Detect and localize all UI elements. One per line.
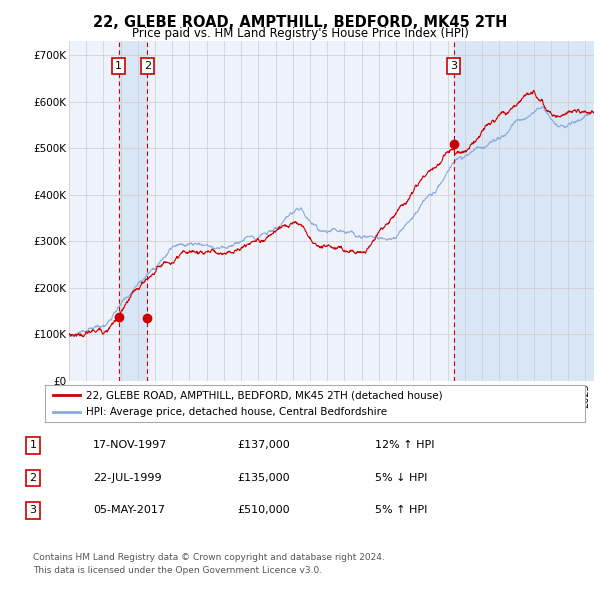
Text: 5% ↓ HPI: 5% ↓ HPI: [375, 473, 427, 483]
Text: This data is licensed under the Open Government Licence v3.0.: This data is licensed under the Open Gov…: [33, 566, 322, 575]
Text: 22, GLEBE ROAD, AMPTHILL, BEDFORD, MK45 2TH: 22, GLEBE ROAD, AMPTHILL, BEDFORD, MK45 …: [93, 15, 507, 30]
Text: 1: 1: [29, 441, 37, 450]
Text: 12% ↑ HPI: 12% ↑ HPI: [375, 441, 434, 450]
Bar: [454, 41, 594, 381]
Text: 05-MAY-2017: 05-MAY-2017: [93, 506, 165, 515]
Text: 3: 3: [29, 506, 37, 515]
Text: Contains HM Land Registry data © Crown copyright and database right 2024.: Contains HM Land Registry data © Crown c…: [33, 553, 385, 562]
Bar: [119, 41, 148, 381]
Text: 2: 2: [29, 473, 37, 483]
Text: 17-NOV-1997: 17-NOV-1997: [93, 441, 167, 450]
Text: 5% ↑ HPI: 5% ↑ HPI: [375, 506, 427, 515]
Text: 1: 1: [115, 61, 122, 71]
Text: 22, GLEBE ROAD, AMPTHILL, BEDFORD, MK45 2TH (detached house): 22, GLEBE ROAD, AMPTHILL, BEDFORD, MK45 …: [86, 390, 442, 400]
Text: 2: 2: [144, 61, 151, 71]
Text: 3: 3: [450, 61, 457, 71]
Text: 22-JUL-1999: 22-JUL-1999: [93, 473, 161, 483]
Text: HPI: Average price, detached house, Central Bedfordshire: HPI: Average price, detached house, Cent…: [86, 407, 386, 417]
Text: £510,000: £510,000: [237, 506, 290, 515]
Text: Price paid vs. HM Land Registry's House Price Index (HPI): Price paid vs. HM Land Registry's House …: [131, 27, 469, 40]
Text: £137,000: £137,000: [237, 441, 290, 450]
Text: £135,000: £135,000: [237, 473, 290, 483]
